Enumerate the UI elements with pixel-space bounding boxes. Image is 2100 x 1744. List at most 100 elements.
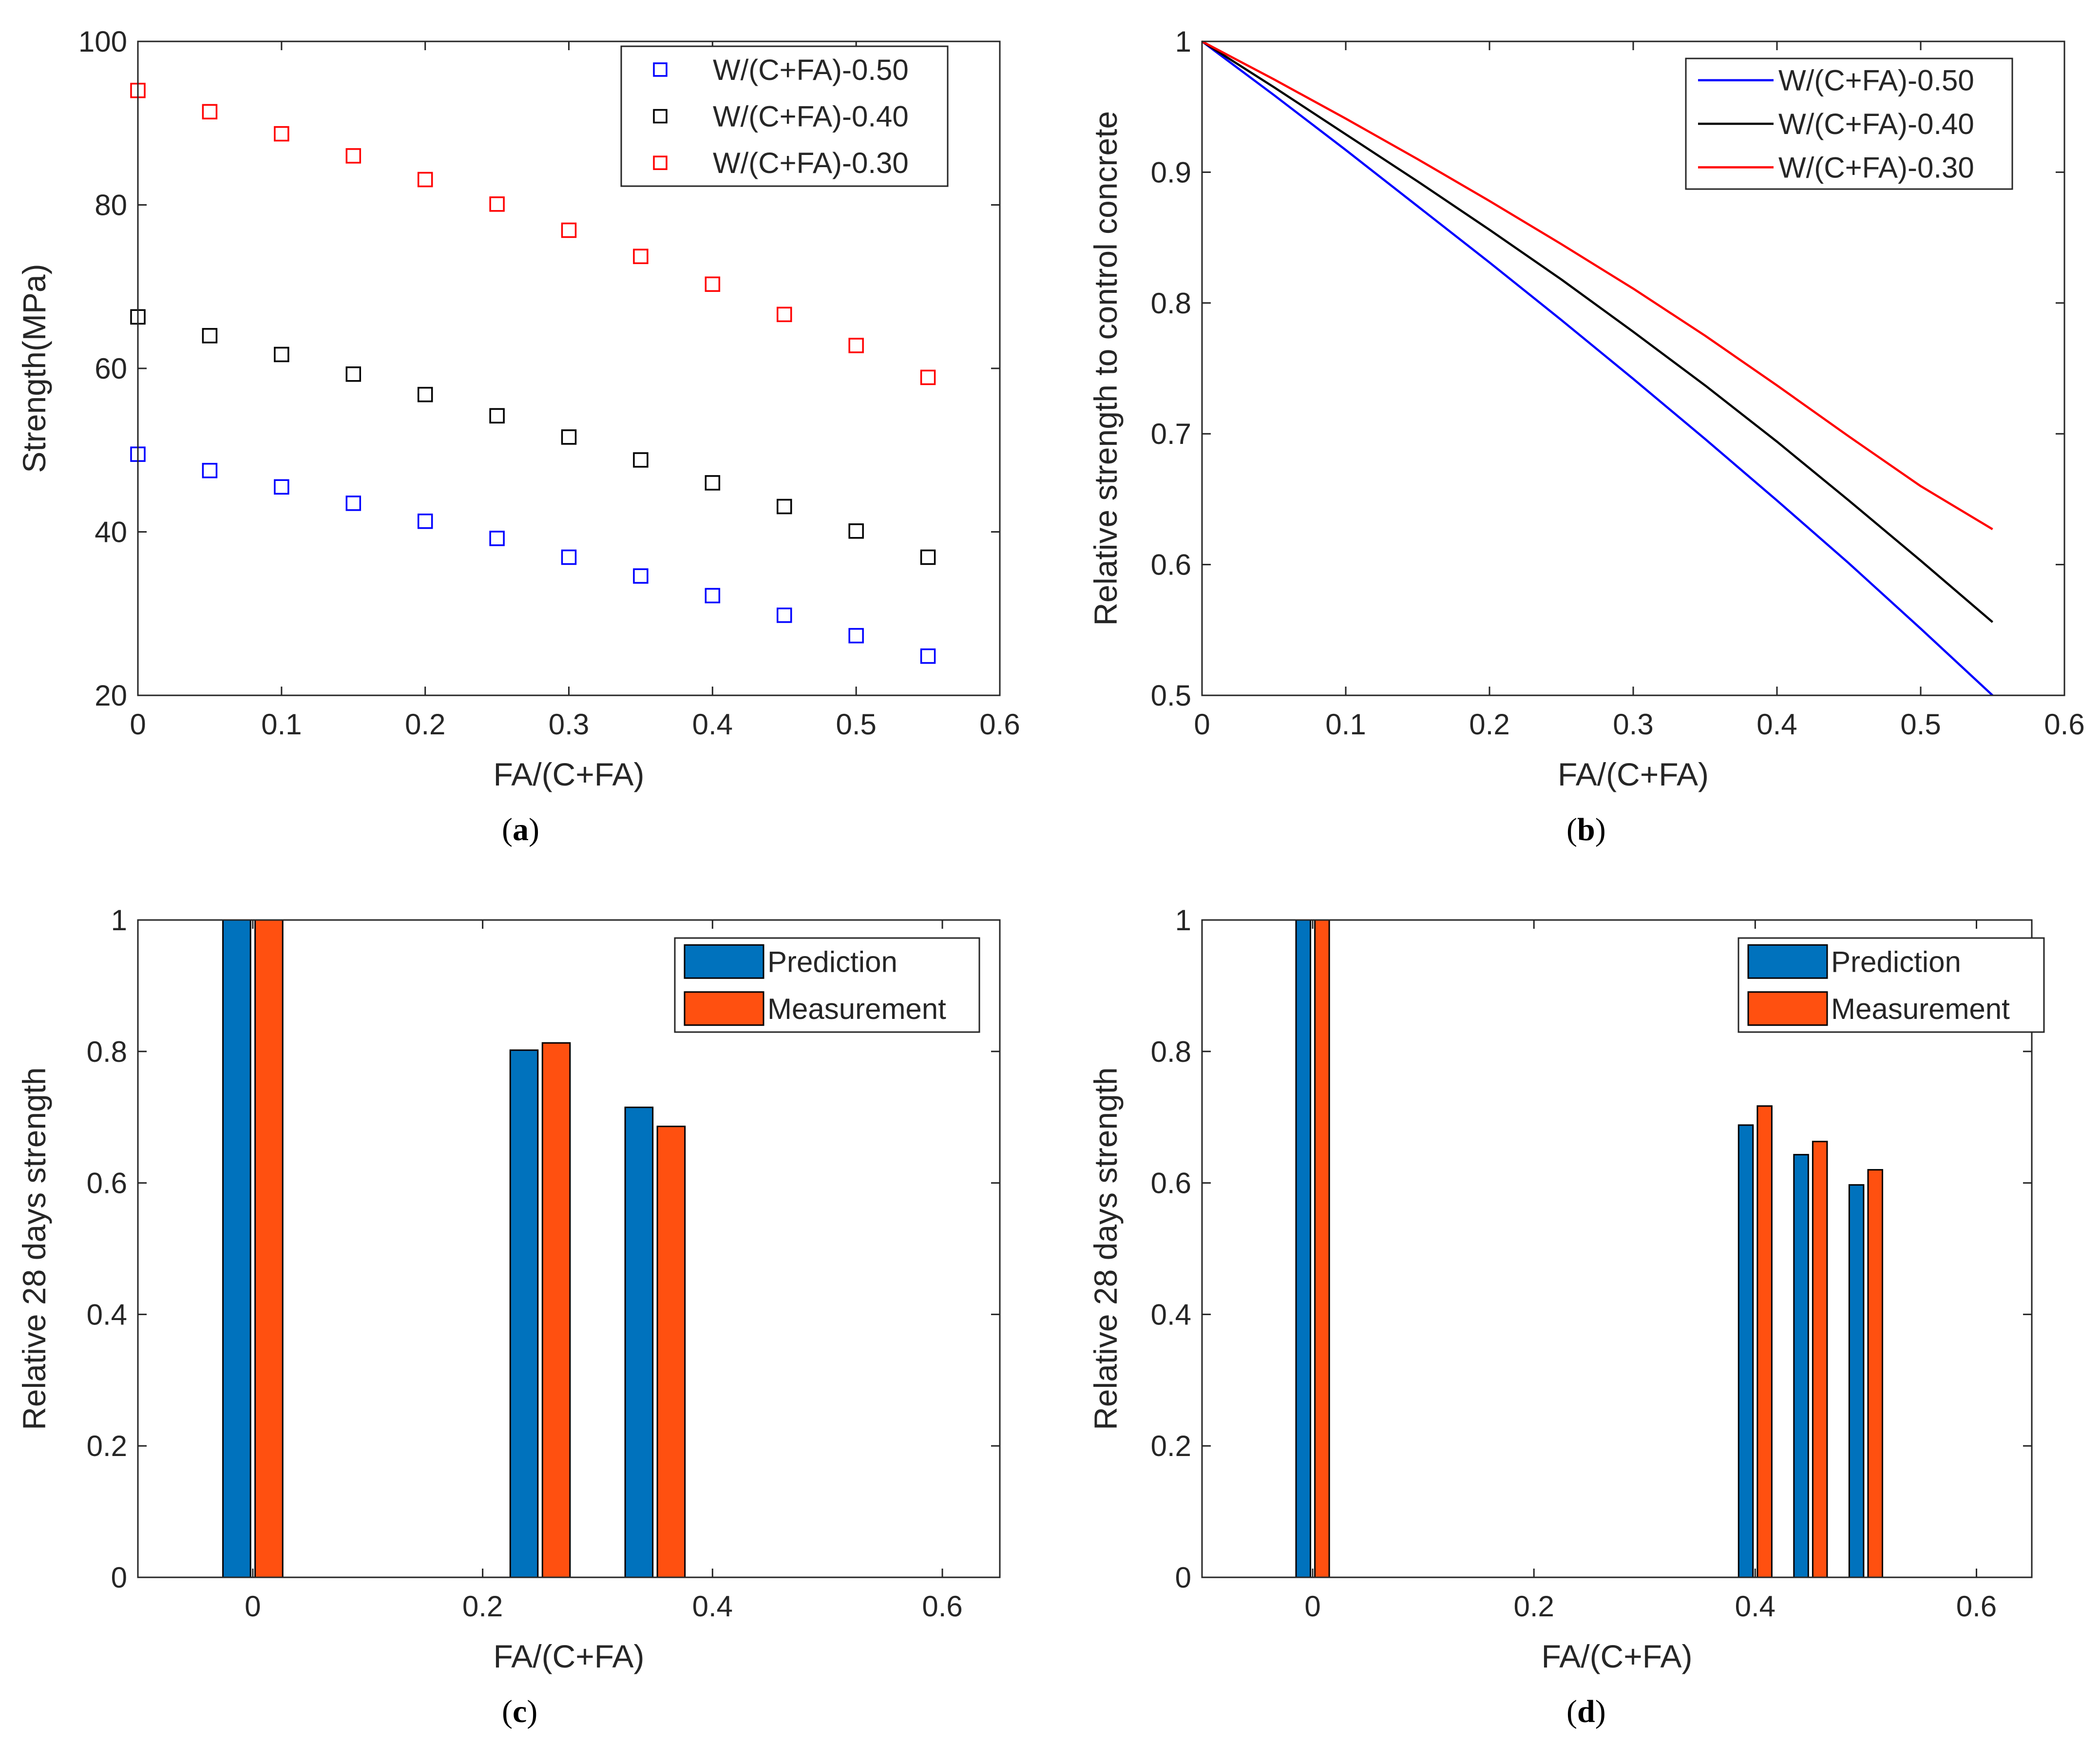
bar-d-measurement-2 (1812, 1141, 1828, 1578)
scatter-point-a-s2-9 (777, 307, 792, 323)
caption-c: (c) (502, 1694, 538, 1729)
x-tick-label-b-5: 0.5 (1900, 708, 1941, 741)
legend-box-a (620, 45, 949, 187)
scatter-point-a-s1-10 (848, 523, 864, 539)
scatter-point-a-s2-7 (633, 249, 649, 264)
scatter-point-a-s0-11 (920, 648, 936, 664)
scatter-point-a-s0-6 (561, 549, 577, 565)
x-tick-label-b-4: 0.4 (1756, 708, 1797, 741)
bar-d-measurement-0 (1314, 919, 1330, 1578)
bar-d-measurement-1 (1756, 1105, 1773, 1578)
bar-d-prediction-1 (1737, 1124, 1754, 1578)
caption-b: (b) (1566, 812, 1606, 847)
y-tick-label-d-4: 0.8 (1151, 1035, 1191, 1068)
bar-d-prediction-3 (1848, 1184, 1865, 1578)
scatter-point-a-s2-8 (705, 276, 721, 292)
scatter-point-a-s0-10 (848, 628, 864, 644)
legend-swatch-c-0 (684, 944, 764, 979)
legend-label-c-0: Prediction (767, 945, 897, 978)
y-tick-label-a-0: 20 (95, 679, 127, 712)
y-tick-label-c-4: 0.8 (87, 1035, 127, 1068)
scatter-point-a-s1-1 (202, 328, 218, 344)
chart-a: 0 0.1 0.2 0.3 0.4 0.5 0.6 20 40 60 80 100 FA/(C+FA) S… (16, 25, 1020, 792)
bar-c-prediction-0 (222, 919, 251, 1578)
scatter-point-a-s0-2 (274, 479, 289, 495)
y-tick-label-c-3: 0.6 (87, 1167, 127, 1200)
scatter-point-a-s2-4 (417, 172, 433, 188)
legend-swatch-d-0 (1747, 944, 1828, 979)
x-axis-label-c: FA/(C+FA) (494, 1638, 645, 1674)
bar-c-measurement-2 (656, 1126, 686, 1578)
x-tick-label-b-1: 0.1 (1325, 708, 1366, 741)
y-tick-label-a-4: 100 (78, 25, 127, 58)
scatter-point-a-s2-11 (920, 369, 936, 385)
scatter-point-a-s2-6 (561, 222, 577, 238)
bar-d-prediction-0 (1295, 919, 1312, 1578)
x-tick-label-b-6: 0.6 (2044, 708, 2084, 741)
y-axis-label-a: Strength(MPa) (16, 264, 52, 473)
y-axis-label-c: Relative 28 days strength (16, 1067, 52, 1430)
legend-label-d-0: Prediction (1831, 945, 1961, 978)
legend-label-d-1: Measurement (1831, 993, 2010, 1025)
x-tick-label-b-0: 0 (1194, 708, 1210, 741)
y-tick-label-a-2: 60 (95, 352, 127, 385)
x-tick-label-d-2: 0.4 (1735, 1590, 1775, 1623)
legend-a: W/(C+FA)-0.50 W/(C+FA)-0.40 W/(C+FA)-0.30 (620, 45, 949, 187)
scatter-point-a-s0-8 (705, 588, 721, 604)
y-tick-label-a-1: 40 (95, 516, 127, 549)
bar-c-measurement-0 (254, 919, 284, 1578)
x-tick-label-a-2: 0.2 (405, 708, 445, 741)
legend-label-a-2: W/(C+FA)-0.30 (713, 147, 909, 179)
y-tick-label-d-2: 0.4 (1151, 1298, 1191, 1331)
y-tick-label-c-1: 0.2 (87, 1430, 127, 1462)
x-axis-label-a: FA/(C+FA) (494, 756, 645, 792)
legend-c: Prediction Measurement (674, 937, 980, 1033)
scatter-point-a-s2-2 (274, 126, 289, 142)
x-tick-label-c-0: 0 (245, 1590, 261, 1623)
x-tick-label-d-1: 0.2 (1513, 1590, 1554, 1623)
scatter-point-a-s2-5 (489, 196, 505, 212)
x-axis-label-d: FA/(C+FA) (1542, 1638, 1693, 1674)
y-tick-label-b-0: 0.5 (1151, 679, 1191, 712)
bar-c-prediction-1 (509, 1049, 539, 1578)
bar-c-prediction-2 (624, 1106, 654, 1578)
scatter-point-a-s0-4 (417, 513, 433, 529)
y-axis-label-d: Relative 28 days strength (1088, 1067, 1124, 1430)
legend-d: Prediction Measurement (1737, 937, 2045, 1033)
y-tick-label-b-4: 0.9 (1151, 156, 1191, 189)
legend-marker-a-0 (653, 62, 668, 77)
legend-label-b-1: W/(C+FA)-0.40 (1778, 108, 1974, 140)
scatter-point-a-s1-7 (633, 452, 649, 468)
y-tick-label-d-0: 0 (1175, 1561, 1191, 1594)
x-tick-label-d-3: 0.6 (1956, 1590, 1997, 1623)
scatter-point-a-s1-6 (561, 429, 577, 445)
scatter-point-a-s0-3 (345, 496, 361, 511)
scatter-point-a-s1-9 (777, 498, 792, 515)
chart-d: 0 0.2 0.4 0.6 0 0.2 0.4 0.6 0.8 1 FA/(C+FA) Relativ… (1088, 904, 2045, 1674)
caption-d: (d) (1566, 1694, 1606, 1729)
x-tick-label-b-3: 0.3 (1613, 708, 1653, 741)
x-tick-label-a-4: 0.4 (692, 708, 733, 741)
y-tick-label-c-5: 1 (111, 904, 127, 937)
legend-label-b-0: W/(C+FA)-0.50 (1778, 64, 1974, 97)
y-tick-label-c-2: 0.4 (87, 1298, 127, 1331)
legend-swatch-c-1 (684, 991, 764, 1026)
y-tick-label-d-1: 0.2 (1151, 1430, 1191, 1462)
legend-marker-a-2 (653, 155, 668, 170)
x-tick-label-d-0: 0 (1304, 1590, 1320, 1623)
scatter-point-a-s0-1 (202, 462, 218, 479)
series-line-b-1 (1201, 40, 1993, 623)
scatter-point-a-s1-3 (345, 366, 361, 382)
legend-label-a-0: W/(C+FA)-0.50 (713, 54, 909, 86)
scatter-point-a-s1-2 (274, 346, 289, 363)
y-tick-label-a-3: 80 (95, 189, 127, 222)
legend-marker-a-1 (653, 109, 668, 124)
scatter-point-a-s1-5 (489, 408, 505, 424)
bar-d-prediction-2 (1793, 1154, 1809, 1578)
scatter-point-a-s1-11 (920, 549, 936, 565)
chart-c: 0 0.2 0.4 0.6 0 0.2 0.4 0.6 0.8 1 FA/(C+FA) Relativ… (16, 904, 1001, 1674)
y-tick-label-c-0: 0 (111, 1561, 127, 1594)
y-tick-label-b-3: 0.8 (1151, 287, 1191, 320)
x-tick-label-a-6: 0.6 (979, 708, 1020, 741)
y-axis-label-b: Relative strength to control concrete (1088, 111, 1124, 626)
